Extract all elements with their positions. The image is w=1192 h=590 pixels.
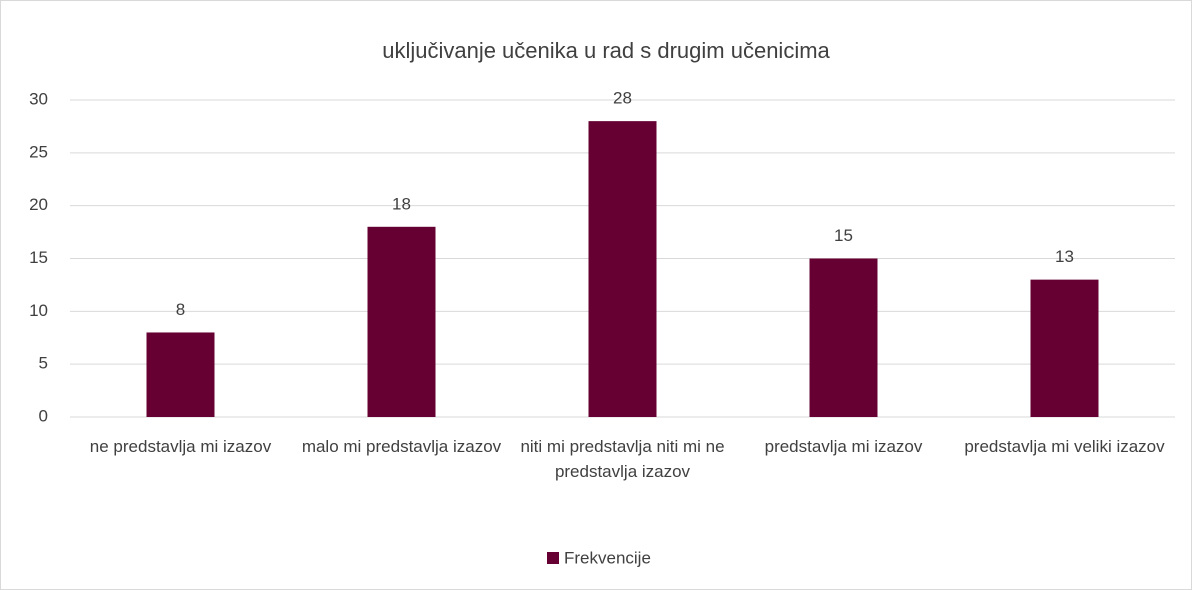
y-tick-label: 30 (29, 89, 48, 108)
data-label: 13 (1055, 247, 1074, 266)
data-label: 28 (613, 89, 632, 108)
y-tick-label: 0 (39, 406, 48, 425)
data-label: 18 (392, 194, 411, 213)
bar (1030, 279, 1099, 417)
y-tick-label: 15 (29, 248, 48, 267)
data-label: 8 (176, 300, 185, 319)
legend-label: Frekvencije (564, 548, 651, 567)
y-tick-label: 25 (29, 142, 48, 161)
y-tick-label: 10 (29, 301, 48, 320)
bar (588, 121, 657, 417)
legend-swatch (547, 552, 559, 564)
bar (146, 332, 215, 417)
bar (809, 258, 878, 417)
data-label: 15 (834, 226, 853, 245)
x-tick-label: niti mi predstavlja niti mi ne predstavlj… (520, 437, 724, 481)
y-tick-label: 5 (39, 354, 48, 373)
x-tick-label: ne predstavlja mi izazov (90, 437, 272, 456)
y-tick-label: 20 (29, 195, 48, 214)
x-tick-label: malo mi predstavlja izazov (302, 437, 502, 456)
bar (367, 226, 436, 417)
chart-title: uključivanje učenika u rad s drugim učen… (382, 38, 830, 63)
x-tick-label: predstavlja mi izazov (765, 437, 923, 456)
x-tick-label: predstavlja mi veliki izazov (964, 437, 1165, 456)
